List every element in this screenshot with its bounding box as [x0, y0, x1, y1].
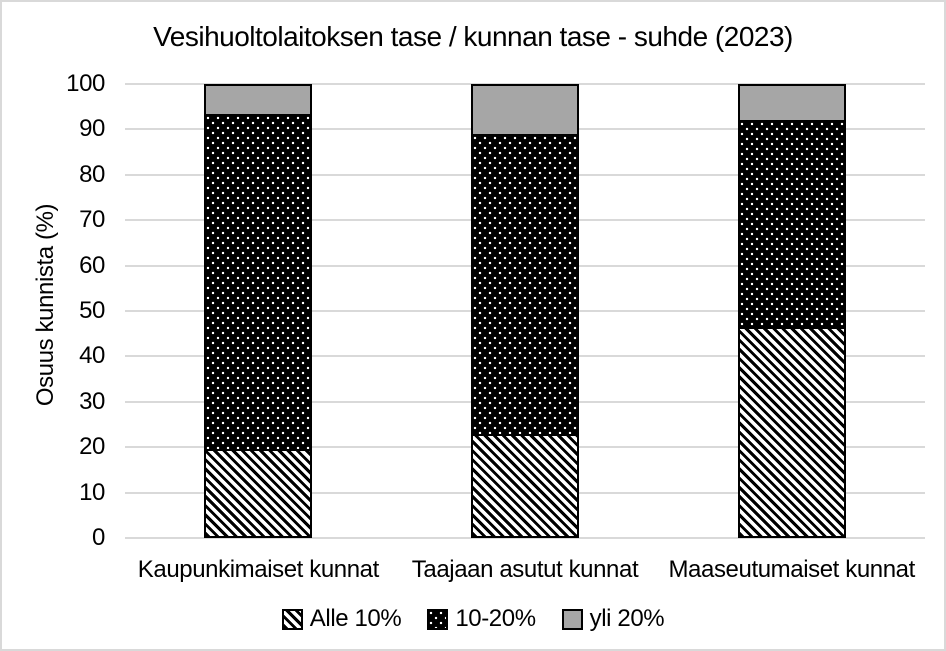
- bar-1-segment-3: [204, 84, 313, 114]
- y-tick-label: 40: [79, 342, 105, 370]
- y-tick-label: 50: [79, 297, 105, 324]
- category-label-2: Taajaan asutut kunnat: [411, 556, 639, 583]
- bar-2-segment-2: [471, 133, 579, 434]
- legend-label-3: yli 20%: [589, 605, 665, 632]
- bar-1: [204, 84, 313, 538]
- plot-area: [125, 83, 925, 539]
- legend-swatch-3: [561, 608, 583, 630]
- bar-3: [737, 84, 846, 538]
- y-tick-label: 0: [92, 524, 105, 551]
- y-tick-label: 90: [79, 115, 105, 143]
- legend-item-1: Alle 10%: [281, 605, 402, 632]
- chart-title: Vesihuoltolaitoksen tase / kunnan tase -…: [153, 21, 793, 52]
- y-tick-label: 80: [79, 160, 105, 188]
- y-axis-ticks: 0 10 20 30 40 50 60 70 80 90 100: [2, 72, 105, 550]
- legend-item-3: yli 20%: [561, 605, 665, 632]
- y-tick-label: 30: [79, 387, 105, 415]
- legend-label-2: 10-20%: [455, 605, 536, 632]
- category-label-1: Kaupunkimaiset kunnat: [137, 556, 379, 583]
- legend-swatch-1: [281, 608, 303, 630]
- y-tick-label: 10: [79, 478, 105, 506]
- bar-2: [471, 84, 579, 538]
- bar-3-segment-2: [737, 120, 846, 327]
- x-axis-category-labels: Kaupunkimaiset kunnat Taajaan asutut kunn…: [125, 557, 925, 583]
- bar-3-segment-3: [737, 84, 846, 121]
- bar-2-segment-1: [471, 433, 579, 538]
- bar-1-segment-2: [204, 113, 313, 450]
- bar-3-segment-1: [737, 326, 846, 538]
- gridline: [125, 537, 925, 539]
- bar-2-segment-3: [471, 84, 579, 134]
- gridline: [125, 83, 925, 85]
- legend-label-1: Alle 10%: [309, 605, 402, 632]
- y-tick-label: 100: [66, 70, 105, 97]
- y-tick-label: 60: [79, 251, 105, 279]
- y-tick-label: 70: [79, 206, 105, 234]
- legend: Alle 10% 10-20% yli 20%: [2, 606, 944, 632]
- legend-item-2: 10-20%: [427, 605, 536, 632]
- y-tick-label: 20: [79, 433, 105, 461]
- category-label-3: Maaseutumaiset kunnat: [668, 556, 915, 583]
- bar-1-segment-1: [204, 449, 313, 538]
- legend-swatch-2: [427, 608, 449, 630]
